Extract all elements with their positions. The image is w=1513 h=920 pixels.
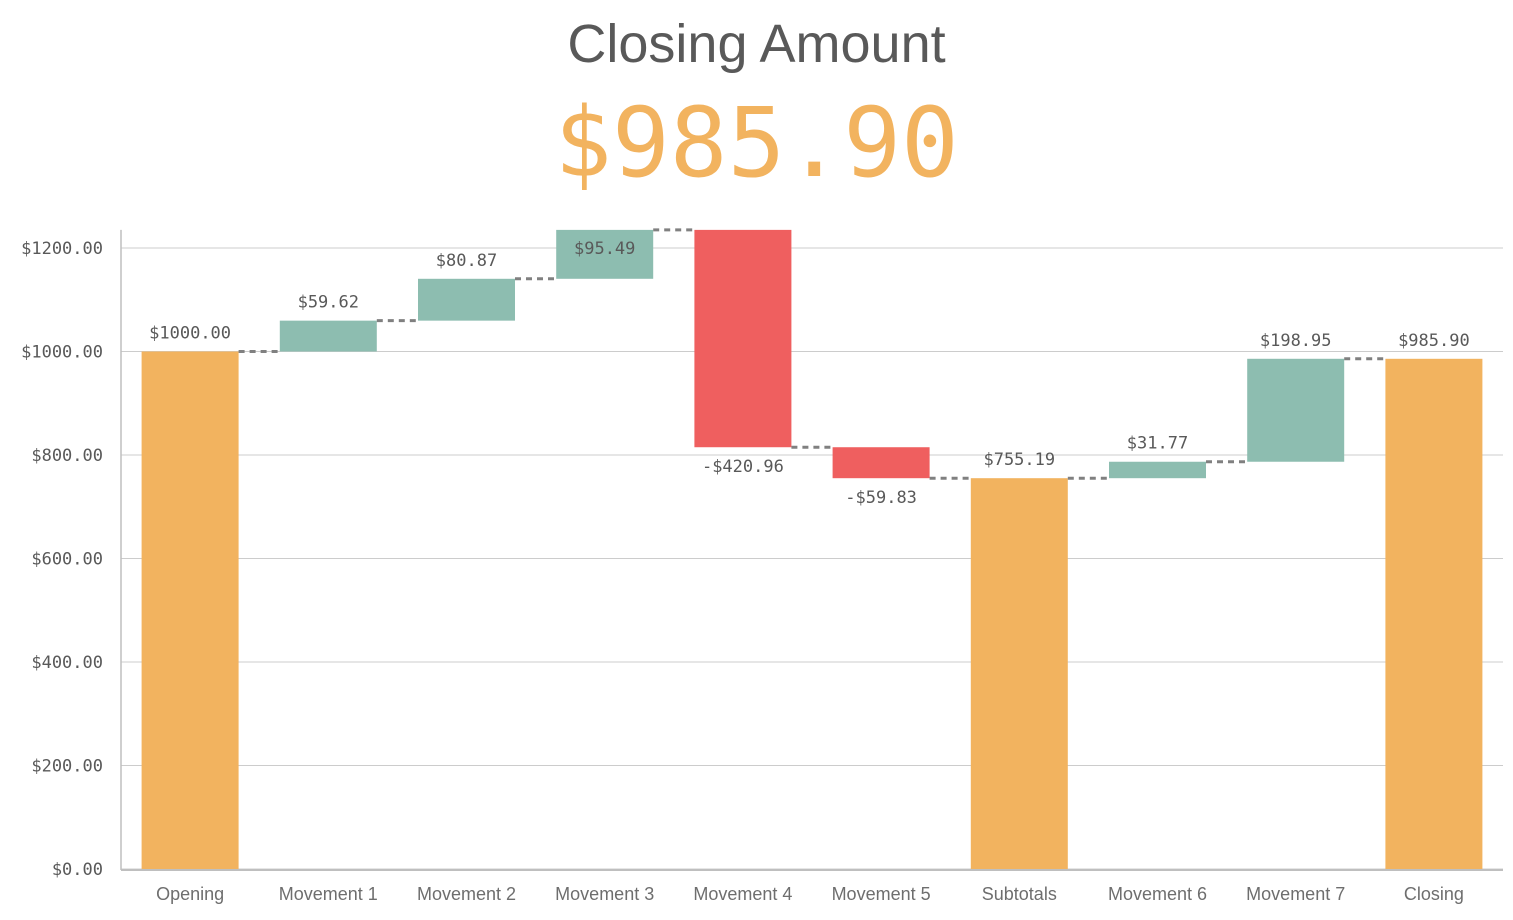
data-label: $80.87 <box>436 251 497 271</box>
waterfall-bar <box>694 229 792 448</box>
y-tick-label: $600.00 <box>31 550 103 570</box>
data-label: $1000.00 <box>149 324 231 344</box>
waterfall-bar <box>832 447 930 479</box>
x-tick-label: Movement 3 <box>555 884 654 904</box>
data-label: $985.90 <box>1398 331 1470 351</box>
y-tick-label: $400.00 <box>31 653 103 673</box>
waterfall-bar <box>1247 358 1345 462</box>
x-tick-label: Movement 4 <box>693 884 792 904</box>
y-tick-label: $200.00 <box>31 757 103 777</box>
y-tick-label: $0.00 <box>52 860 103 880</box>
x-tick-label: Subtotals <box>982 884 1057 904</box>
data-label: -$59.83 <box>845 488 917 508</box>
data-label: $59.62 <box>298 293 359 313</box>
waterfall-bar <box>556 229 654 279</box>
data-label: $31.77 <box>1127 434 1188 454</box>
waterfall-bar <box>141 351 239 869</box>
labels-layer: $1000.00 $59.62 $80.87 $95.49 -$420.96 -$59.8… <box>149 239 1470 508</box>
kpi-value: $985.90 <box>554 87 959 199</box>
y-tick-label: $800.00 <box>31 446 103 466</box>
y-tick-label: $1000.00 <box>21 343 103 363</box>
bars-layer <box>141 229 1483 869</box>
x-tick-label: Movement 2 <box>417 884 516 904</box>
y-tick-label: $1200.00 <box>21 239 103 259</box>
connector-layer <box>238 228 1386 480</box>
data-label: $198.95 <box>1260 331 1332 351</box>
x-tick-label: Movement 6 <box>1108 884 1207 904</box>
data-label: $95.49 <box>574 239 635 259</box>
kpi-title: Closing Amount <box>567 14 946 74</box>
axis-layer: $0.00 $200.00 $400.00 $600.00 $800.00 $1000.0… <box>21 229 1503 904</box>
x-tick-label: Movement 7 <box>1246 884 1345 904</box>
waterfall-bar <box>970 478 1068 869</box>
x-tick-label: Movement 1 <box>279 884 378 904</box>
waterfall-bar <box>279 320 377 352</box>
x-tick-label: Opening <box>156 884 224 904</box>
waterfall-bar <box>1385 358 1483 869</box>
x-tick-label: Movement 5 <box>832 884 931 904</box>
waterfall-bar <box>418 278 515 321</box>
data-label: -$420.96 <box>702 457 784 477</box>
x-tick-label: Closing <box>1404 884 1464 904</box>
data-label: $755.19 <box>983 450 1055 470</box>
waterfall-bar <box>1109 461 1206 479</box>
